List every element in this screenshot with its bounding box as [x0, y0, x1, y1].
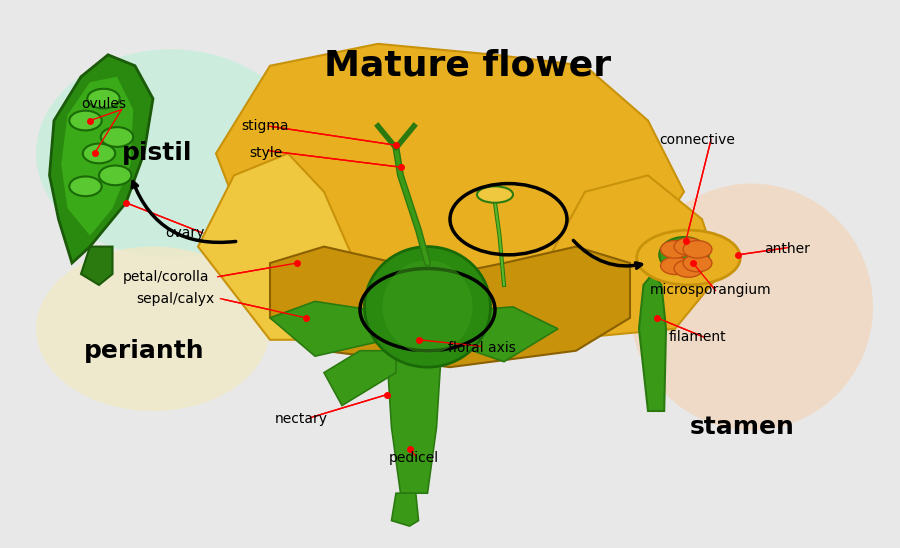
Text: pedicel: pedicel [389, 450, 439, 465]
Polygon shape [81, 247, 112, 285]
Ellipse shape [659, 237, 709, 273]
Text: filament: filament [669, 330, 726, 344]
Ellipse shape [36, 247, 270, 411]
Polygon shape [540, 175, 720, 340]
Polygon shape [324, 351, 396, 406]
Polygon shape [50, 55, 153, 263]
Text: ovary: ovary [165, 226, 204, 240]
Circle shape [661, 241, 689, 258]
Polygon shape [270, 247, 630, 367]
Text: perianth: perianth [84, 339, 204, 363]
Ellipse shape [364, 247, 490, 367]
Text: nectary: nectary [275, 412, 328, 426]
Text: style: style [249, 146, 282, 161]
Text: floral axis: floral axis [447, 341, 516, 355]
Circle shape [674, 260, 703, 277]
Polygon shape [216, 44, 684, 296]
Text: stigma: stigma [242, 119, 289, 133]
Ellipse shape [36, 49, 306, 258]
Text: Mature flower: Mature flower [324, 49, 612, 83]
Polygon shape [270, 301, 387, 356]
Circle shape [683, 241, 712, 258]
Circle shape [87, 89, 120, 109]
Polygon shape [441, 307, 558, 362]
Text: connective: connective [660, 133, 735, 147]
Text: pistil: pistil [122, 141, 193, 165]
Text: petal/corolla: petal/corolla [123, 270, 210, 284]
Circle shape [69, 111, 102, 130]
Text: ovules: ovules [81, 97, 126, 111]
Ellipse shape [630, 184, 873, 430]
Polygon shape [61, 77, 133, 236]
Ellipse shape [637, 230, 740, 285]
Circle shape [69, 176, 102, 196]
Text: stamen: stamen [690, 415, 795, 439]
Polygon shape [639, 274, 666, 411]
Text: microsporangium: microsporangium [650, 283, 772, 298]
Circle shape [683, 254, 712, 272]
Circle shape [83, 144, 115, 163]
Ellipse shape [382, 260, 472, 353]
Ellipse shape [477, 186, 513, 203]
Text: sepal/calyx: sepal/calyx [137, 292, 214, 306]
Circle shape [661, 257, 689, 275]
Circle shape [101, 127, 133, 147]
Polygon shape [198, 153, 360, 340]
Circle shape [99, 165, 131, 185]
Text: anther: anther [765, 242, 810, 256]
Circle shape [674, 238, 703, 255]
Polygon shape [392, 493, 418, 526]
Polygon shape [387, 301, 441, 493]
